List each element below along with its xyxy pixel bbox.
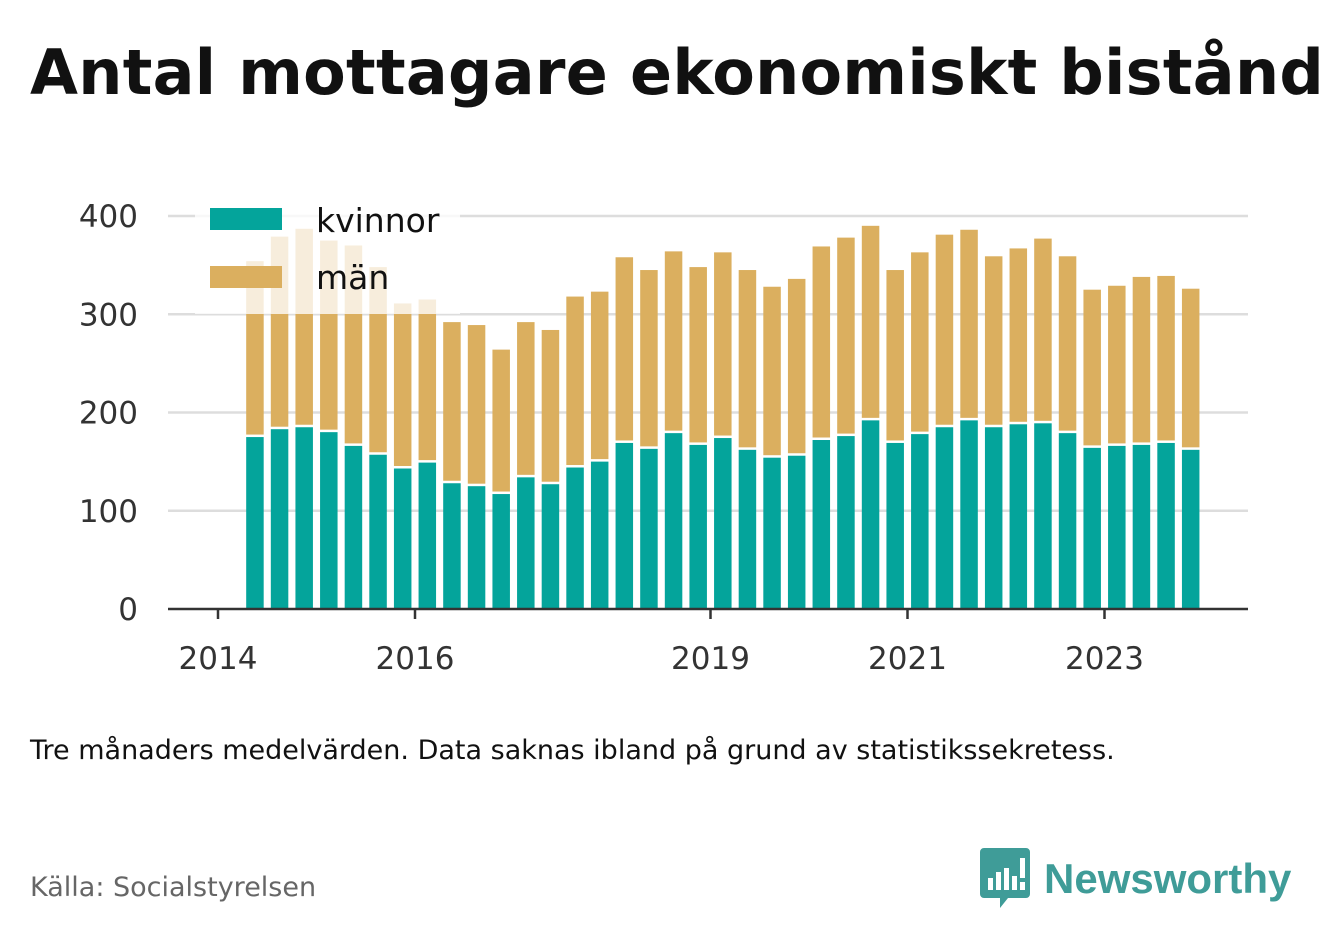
bar-man [615,257,634,441]
bar-kvinnor [1108,445,1126,609]
bar-man [935,234,954,425]
bar-man [1009,248,1028,422]
bar-man [714,252,732,436]
bar-man [443,322,461,481]
bar-man [1132,276,1151,443]
y-tick-label-0: 0 [118,592,138,628]
bar-man [886,270,904,441]
x-tick-label-2014: 2014 [179,641,258,677]
bar-kvinnor [640,448,658,609]
bar-man [689,267,707,443]
bar-man [984,256,1003,425]
newsworthy-brand: Newsworthy [980,848,1291,910]
bar-kvinnor [590,461,609,609]
bar-kvinnor [1181,449,1200,609]
legend-swatch-man [210,266,282,288]
legend-label-man: män [316,258,389,297]
bar-man [1108,285,1126,444]
bar-kvinnor [714,438,732,609]
bar-kvinnor [1009,424,1028,609]
bar-kvinnor [886,442,904,609]
bar-man [566,296,584,466]
bar-kvinnor [664,433,683,609]
bar-kvinnor [911,434,929,609]
bar-kvinnor [1083,447,1101,609]
bar-kvinnor [1132,444,1151,609]
bar-man [640,270,658,447]
bar-man [812,246,831,438]
bar-kvinnor [787,455,806,609]
bar-kvinnor [960,420,978,609]
bar-man [664,251,683,431]
bar-man [837,237,855,434]
x-tick-label-2016: 2016 [376,641,455,677]
bar-man [911,252,929,432]
bar-kvinnor [418,462,437,609]
legend-swatch-kvinnor [210,208,282,230]
bar-man [1157,275,1175,441]
bar-man [492,349,510,492]
bar-kvinnor [1058,433,1077,609]
bar-kvinnor [344,445,363,609]
bar-man [517,322,535,475]
bar-kvinnor [443,483,461,609]
bar-kvinnor [492,494,510,609]
y-tick-label-100: 100 [79,494,138,530]
bar-kvinnor [738,449,757,609]
y-tick-label-300: 300 [79,297,138,333]
bar-man [1034,238,1052,421]
bar-man [738,270,757,448]
bar-kvinnor [935,427,954,609]
chart-title: Antal mottagare ekonomiskt bistånd [30,36,1322,109]
bar-kvinnor [541,484,560,609]
stacked-bar-chart: 0 100 200 300 400 kvinnor män 2014 2016 2019 2021 2… [79,199,1248,677]
bar-man [861,225,880,418]
bar-man [787,278,806,454]
bar-man [1058,256,1077,431]
brand-name: Newsworthy [1044,855,1292,902]
bar-man [393,303,412,467]
bar-kvinnor [1157,442,1175,609]
bar-kvinnor [295,427,313,609]
bar-man [763,286,781,456]
bar-kvinnor [270,429,289,609]
bar-kvinnor [984,427,1003,609]
bar-kvinnor [812,440,831,609]
bar-kvinnor [369,454,387,609]
bar-man [960,229,978,418]
bar-kvinnor [467,486,486,609]
bar-man [467,325,486,484]
bar-kvinnor [689,444,707,609]
x-tick-label-2023: 2023 [1065,641,1144,677]
bar-kvinnor [1034,423,1052,609]
bar-kvinnor [517,477,535,609]
bar-kvinnor [763,457,781,609]
bar-kvinnor [566,467,584,609]
chart-subtitle: Tre månaders medelvärden. Data saknas ib… [30,735,1115,766]
bar-kvinnor [246,437,264,609]
bar-man [1083,289,1101,446]
bar-kvinnor [615,442,634,609]
bar-man [1181,288,1200,448]
bar-man [418,299,437,461]
bar-man [590,291,609,460]
bar-kvinnor [320,432,338,609]
x-tick-label-2019: 2019 [671,641,750,677]
source-note: Källa: Socialstyrelsen [30,872,317,903]
x-tick-label-2021: 2021 [868,641,947,677]
legend-label-kvinnor: kvinnor [316,201,440,240]
bar-kvinnor [861,420,880,609]
bar-kvinnor [393,468,412,609]
newsworthy-logo-icon [980,848,1030,908]
y-tick-label-400: 400 [79,199,138,235]
bar-man [541,329,560,482]
y-tick-label-200: 200 [79,396,138,432]
bar-kvinnor [837,436,855,609]
